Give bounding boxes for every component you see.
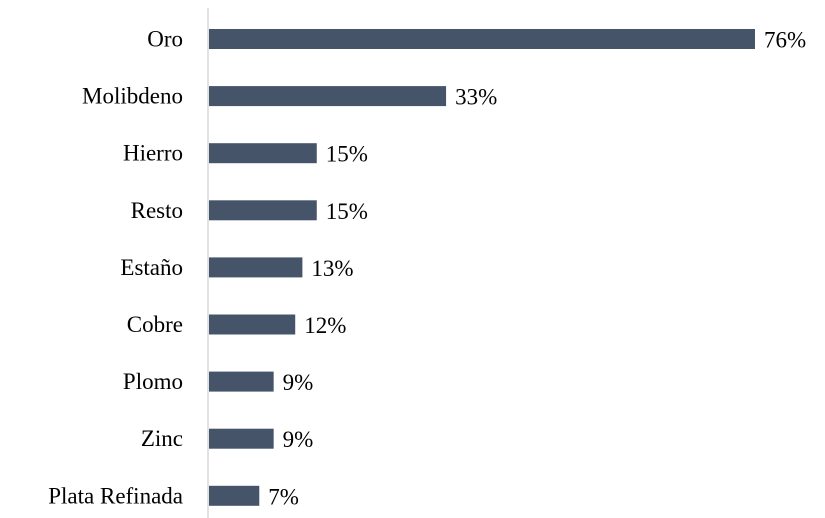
bar-molibdeno	[209, 86, 447, 107]
bar-oro	[209, 29, 755, 49]
value-label-oro: 76%	[764, 28, 806, 53]
category-label-esta-o: Estaño	[120, 255, 183, 280]
bar-zinc	[209, 428, 274, 449]
bar-hierro	[209, 143, 317, 164]
value-label-hierro: 15%	[326, 142, 368, 167]
value-label-molibdeno: 33%	[455, 85, 497, 110]
bar-plomo	[209, 371, 274, 392]
value-labels: 76% 33% 15% 15% 13% 12% 9% 9% 7%	[268, 28, 806, 510]
category-label-hierro: Hierro	[123, 141, 183, 166]
category-label-resto: Resto	[131, 198, 183, 223]
value-label-resto: 15%	[326, 199, 368, 224]
bars-layer	[209, 29, 755, 506]
bar-cobre	[209, 314, 296, 335]
value-label-plomo: 9%	[283, 370, 314, 395]
category-label-cobre: Cobre	[127, 312, 183, 337]
bar-resto	[209, 200, 317, 221]
category-label-plata-refinada: Plata Refinada	[48, 483, 183, 508]
category-label-plomo: Plomo	[123, 369, 183, 394]
value-label-zinc: 9%	[283, 427, 314, 452]
value-label-plata-refinada: 7%	[268, 484, 299, 509]
bar-esta-o	[209, 257, 303, 278]
category-label-molibdeno: Molibdeno	[82, 84, 183, 109]
value-label-cobre: 12%	[304, 313, 346, 338]
bar-plata-refinada	[209, 485, 260, 506]
category-labels: Oro Molibdeno Hierro Resto Estaño Cobre Plomo Z…	[48, 27, 183, 509]
category-label-zinc: Zinc	[141, 426, 183, 451]
category-label-oro: Oro	[147, 27, 183, 52]
value-label-esta-o: 13%	[311, 256, 353, 281]
